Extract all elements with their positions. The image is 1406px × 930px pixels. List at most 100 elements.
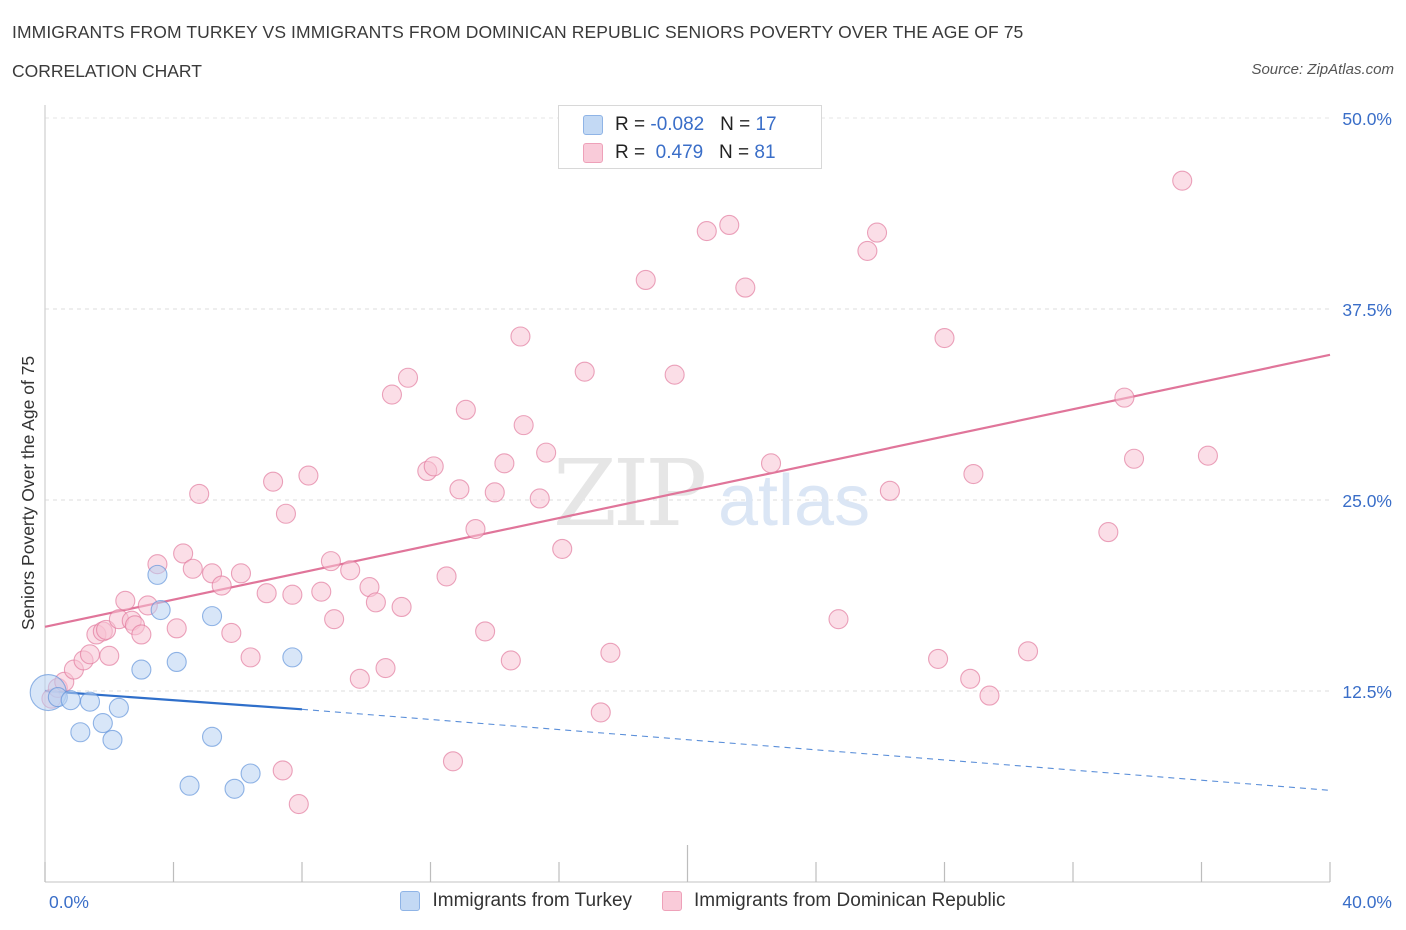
dominican-point-82 [1172, 170, 1193, 191]
y-tick-label-3: 50.0% [1342, 109, 1392, 129]
dominican-point-62 [600, 642, 621, 663]
n-label: N = [719, 142, 755, 163]
watermark: ZIP atlas [553, 440, 870, 547]
dominican-point-72 [879, 480, 900, 501]
dominican-point-24 [230, 563, 252, 584]
dominican-point-43 [397, 367, 419, 388]
turkey-point-2 [60, 690, 81, 711]
turkey-point-6 [131, 659, 152, 680]
n-label: N = [720, 114, 756, 135]
turkey-point-5 [147, 564, 168, 585]
y-axis-label: Seniors Poverty Over the Age of 75 [18, 356, 38, 630]
dominican-point-33 [311, 581, 332, 602]
dominican-point-64 [664, 364, 685, 385]
legend-item-dominican[interactable]: Immigrants from Dominican Republic [662, 890, 1006, 912]
dominican-point-60 [574, 361, 595, 382]
axes [44, 105, 1331, 883]
turkey-point-14 [202, 726, 223, 747]
dominican-point-22 [211, 575, 232, 596]
dominican-point-53 [494, 453, 515, 474]
dominican-point-61 [590, 702, 611, 723]
dominican-point-66 [719, 214, 740, 236]
chart-subtitle: CORRELATION CHART [12, 61, 202, 81]
watermark-atlas: atlas [718, 461, 870, 541]
dominican-point-25 [240, 647, 261, 668]
dominican-point-11 [115, 590, 136, 611]
turkey-point-15 [224, 778, 245, 799]
turkey-point-13 [202, 606, 223, 627]
dominican-point-37 [349, 668, 370, 689]
dominican-point-83 [1197, 445, 1218, 466]
dominican-point-49 [455, 399, 476, 420]
dominican-point-59 [552, 538, 573, 559]
dominican-point-19 [182, 558, 203, 579]
dominican-point-65 [696, 221, 717, 242]
dominican-point-23 [221, 622, 242, 643]
dominican-point-73 [928, 648, 949, 669]
dominican-point-70 [857, 240, 878, 261]
dominican-point-41 [381, 384, 403, 405]
dominican-point-14 [131, 624, 152, 645]
dominican-point-58 [536, 442, 557, 463]
dominican-point-71 [866, 222, 888, 243]
y-tick-labels: 12.5% 25.0% 37.5% 50.0% [1342, 109, 1392, 702]
dominican-point-17 [166, 618, 187, 639]
chart-title: IMMIGRANTS FROM TURKEY VS IMMIGRANTS FRO… [12, 22, 1024, 42]
r-label: R = [615, 142, 651, 163]
dominican-point-29 [275, 503, 296, 524]
r-label: R = [615, 114, 651, 135]
r-value: -0.082 [650, 114, 705, 135]
dominican-point-35 [324, 609, 345, 630]
y-tick-label-0: 12.5% [1342, 682, 1392, 702]
dominican-point-28 [272, 760, 293, 781]
legend-item-turkey[interactable]: Immigrants from Turkey [400, 890, 632, 912]
dominican-point-52 [484, 482, 505, 503]
dominican-point-30 [282, 584, 303, 605]
grid-lines [45, 117, 1330, 692]
source-note: Source: ZipAtlas.com [1251, 61, 1394, 78]
dominican-point-26 [256, 583, 277, 604]
dominican-point-78 [1017, 641, 1039, 662]
turkey-point-8 [70, 722, 91, 743]
dominican-point-54 [500, 650, 521, 671]
dominican-point-9 [99, 645, 120, 666]
r-value: 0.479 [650, 142, 704, 163]
dominican-legend-swatch [662, 891, 683, 911]
dominican-trend-line [44, 353, 1331, 628]
dominican-point-68 [760, 453, 782, 474]
turkey-point-12 [179, 775, 200, 796]
dominican-point-50 [465, 518, 486, 540]
dominican-point-69 [828, 609, 849, 630]
dominican-point-32 [298, 465, 319, 486]
y-tick-label-2: 37.5% [1342, 300, 1392, 320]
dominican-point-57 [529, 488, 550, 509]
legend-label-turkey: Immigrants from Turkey [432, 890, 633, 911]
dominican-point-63 [635, 269, 656, 291]
stats-row-dominican: R = 0.479 N = 81 [583, 140, 776, 166]
dominican-point-77 [979, 685, 1000, 706]
turkey-point-9 [102, 729, 123, 750]
dominican-point-56 [513, 415, 534, 436]
turkey-point-17 [282, 647, 303, 668]
turkey-swatch [583, 115, 603, 135]
dominican-swatch [583, 143, 603, 163]
n-value: 81 [754, 142, 776, 163]
dominican-point-81 [1123, 448, 1145, 469]
dominican-point-20 [189, 483, 210, 504]
dominican-point-67 [735, 277, 756, 298]
turkey-legend-swatch [400, 891, 421, 911]
x-tick-labels: 0.0% 40.0% [49, 892, 1392, 912]
series-legend: Immigrants from Turkey Immigrants from D… [0, 890, 1406, 912]
turkey-point-16 [240, 763, 261, 784]
dominican-point-48 [449, 479, 470, 500]
dominican-point-34 [320, 551, 341, 572]
dominican-point-79 [1098, 522, 1119, 543]
dominican-point-75 [960, 668, 981, 689]
dominican-point-31 [288, 794, 309, 815]
dominican-point-36 [340, 560, 361, 581]
dominican-point-40 [375, 658, 396, 679]
y-tick-label-1: 25.0% [1342, 491, 1392, 511]
watermark-zip: ZIP [553, 440, 704, 547]
dominican-point-45 [423, 456, 444, 477]
x-tick-label-max: 40.0% [1342, 892, 1392, 912]
